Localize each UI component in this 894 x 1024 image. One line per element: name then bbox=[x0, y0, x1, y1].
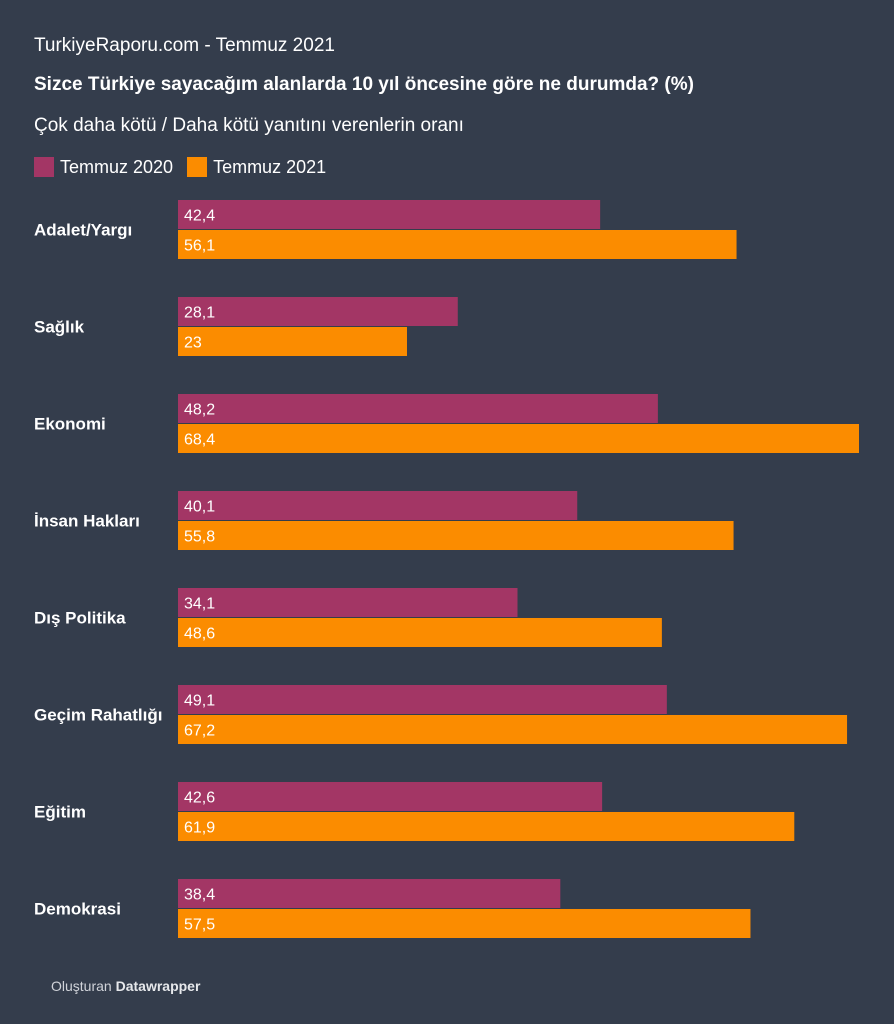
bar-2021[interactable] bbox=[178, 230, 737, 259]
category-label: İnsan Hakları bbox=[34, 512, 140, 531]
category-group: Demokrasi 38,4 57,5 bbox=[34, 879, 751, 938]
bar-2020[interactable] bbox=[178, 297, 458, 326]
value-label: 28,1 bbox=[184, 305, 215, 322]
value-label: 34,1 bbox=[184, 596, 215, 613]
bar-2020[interactable] bbox=[178, 588, 518, 617]
value-label: 57,5 bbox=[184, 917, 215, 934]
category-group: Adalet/Yargı 42,4 56,1 bbox=[34, 200, 737, 259]
category-group: Sağlık 28,1 23 bbox=[34, 297, 458, 356]
bar-2021[interactable] bbox=[178, 521, 734, 550]
value-label: 48,6 bbox=[184, 626, 215, 643]
bar-2020[interactable] bbox=[178, 782, 603, 811]
chart-footer: Oluşturan Datawrapper bbox=[51, 976, 200, 996]
legend-item-2021: Temmuz 2021 bbox=[187, 155, 326, 179]
chart-legend: Temmuz 2020 Temmuz 2021 bbox=[34, 155, 340, 179]
value-label: 42,4 bbox=[184, 208, 215, 225]
category-group: Dış Politika 34,1 48,6 bbox=[34, 588, 662, 647]
value-label: 42,6 bbox=[184, 790, 215, 807]
value-label: 56,1 bbox=[184, 238, 215, 255]
value-label: 61,9 bbox=[184, 820, 215, 837]
value-label: 23 bbox=[184, 335, 202, 352]
bar-2020[interactable] bbox=[178, 200, 601, 229]
value-label: 49,1 bbox=[184, 693, 215, 710]
chart-source: TurkiyeRaporu.com - Temmuz 2021 bbox=[34, 35, 335, 56]
category-group: İnsan Hakları 40,1 55,8 bbox=[34, 491, 734, 550]
bar-2021[interactable] bbox=[178, 812, 795, 841]
bar-2021[interactable] bbox=[178, 424, 859, 453]
category-label: Demokrasi bbox=[34, 900, 121, 919]
bar-2021[interactable] bbox=[178, 909, 751, 938]
bar-2021[interactable] bbox=[178, 327, 407, 356]
value-label: 68,4 bbox=[184, 432, 215, 449]
category-label: Eğitim bbox=[34, 803, 86, 822]
bar-2020[interactable] bbox=[178, 491, 578, 520]
legend-swatch-2020 bbox=[34, 157, 54, 177]
value-label: 48,2 bbox=[184, 402, 215, 419]
category-group: Geçim Rahatlığı 49,1 67,2 bbox=[34, 685, 848, 744]
category-label: Geçim Rahatlığı bbox=[34, 706, 162, 725]
chart-subtitle: Çok daha kötü / Daha kötü yanıtını veren… bbox=[34, 115, 464, 136]
bar-2020[interactable] bbox=[178, 394, 658, 423]
bar-2021[interactable] bbox=[178, 715, 848, 744]
bar-2020[interactable] bbox=[178, 879, 561, 908]
bar-2021[interactable] bbox=[178, 618, 662, 647]
value-label: 55,8 bbox=[184, 529, 215, 546]
category-group: Ekonomi 48,2 68,4 bbox=[34, 394, 859, 453]
legend-item-2020: Temmuz 2020 bbox=[34, 155, 173, 179]
chart-title: Sizce Türkiye sayacağım alanlarda 10 yıl… bbox=[34, 74, 694, 95]
legend-label-2020: Temmuz 2020 bbox=[60, 157, 174, 177]
footer-prefix: Oluşturan bbox=[51, 978, 112, 994]
value-label: 40,1 bbox=[184, 499, 215, 516]
footer-brand[interactable]: Datawrapper bbox=[115, 978, 201, 994]
value-label: 38,4 bbox=[184, 887, 215, 904]
category-label: Adalet/Yargı bbox=[34, 221, 132, 240]
legend-label-2021: Temmuz 2021 bbox=[213, 157, 327, 177]
category-label: Dış Politika bbox=[34, 609, 126, 628]
category-group: Eğitim 42,6 61,9 bbox=[34, 782, 795, 841]
category-label: Ekonomi bbox=[34, 415, 106, 434]
value-label: 67,2 bbox=[184, 723, 215, 740]
category-label: Sağlık bbox=[34, 318, 85, 337]
legend-swatch-2021 bbox=[187, 157, 208, 177]
bar-2020[interactable] bbox=[178, 685, 667, 714]
